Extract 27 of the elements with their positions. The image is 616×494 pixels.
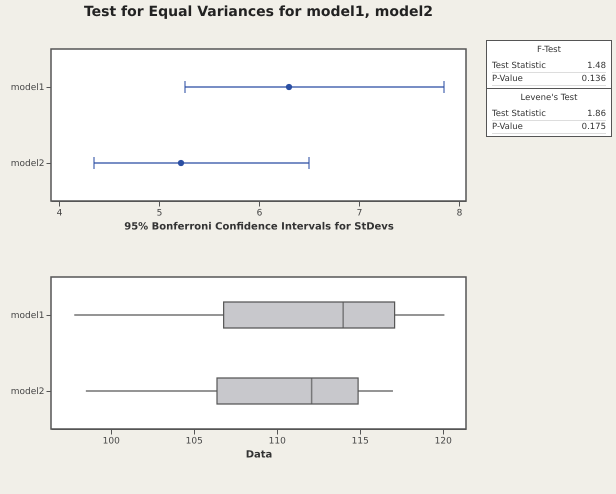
text: P-Value bbox=[492, 74, 523, 84]
x-tick-label: 8 bbox=[456, 208, 463, 218]
x-tick-label: 6 bbox=[256, 208, 263, 218]
y-tick-label: model2 bbox=[10, 387, 44, 397]
chart-title: Test for Equal Variances for model1, model2 bbox=[84, 4, 434, 20]
y-tick-label: model1 bbox=[10, 311, 44, 321]
text: Levene's Test bbox=[520, 93, 578, 103]
x-tick-label: 120 bbox=[434, 436, 452, 446]
text: 1.48 bbox=[587, 61, 606, 71]
y-tick-label: model1 bbox=[10, 83, 44, 93]
x-tick-label: 110 bbox=[268, 436, 286, 446]
text: F-Test bbox=[536, 45, 562, 55]
x-axis-title: 95% Bonferroni Confidence Intervals for StDevs bbox=[124, 222, 394, 232]
text: 1.86 bbox=[587, 109, 606, 119]
x-tick-label: 7 bbox=[356, 208, 362, 218]
text: Test Statistic bbox=[492, 61, 546, 71]
x-tick-label: 105 bbox=[186, 436, 203, 446]
x-axis-title: Data bbox=[246, 450, 272, 460]
text: 0.175 bbox=[582, 122, 606, 132]
y-tick-label: model2 bbox=[10, 159, 44, 169]
x-tick-label: 100 bbox=[102, 436, 120, 446]
x-tick-label: 115 bbox=[352, 436, 369, 446]
text: Test Statistic bbox=[492, 109, 546, 119]
x-tick-label: 4 bbox=[56, 208, 63, 218]
text: 0.136 bbox=[582, 74, 606, 84]
x-tick-label: 5 bbox=[156, 208, 162, 218]
text: P-Value bbox=[492, 122, 523, 132]
